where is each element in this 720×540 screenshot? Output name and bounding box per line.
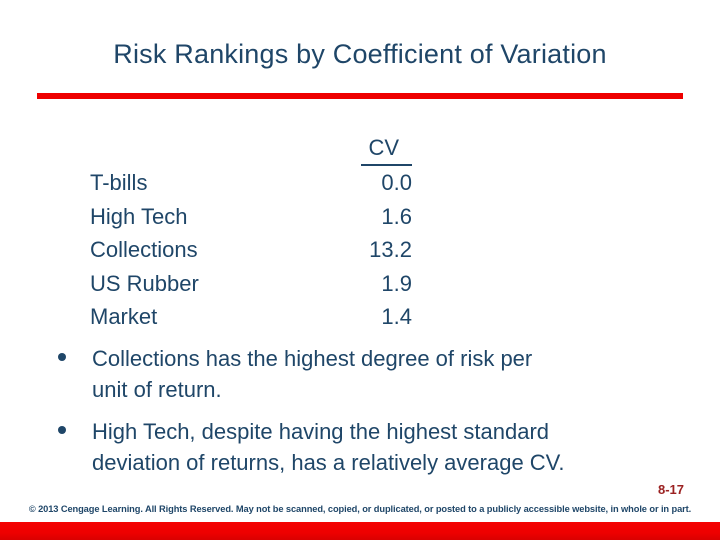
row-label: US Rubber: [90, 270, 199, 296]
bullet-item: Collections has the highest degree of ri…: [56, 344, 634, 405]
table-row: US Rubber 1.9: [90, 267, 412, 301]
table-row: T-bills 0.0: [90, 166, 412, 200]
row-value: 1.6: [381, 203, 412, 229]
cv-table: CV T-bills 0.0 High Tech 1.6 Collections…: [90, 133, 412, 334]
row-label: High Tech: [90, 203, 188, 229]
bullet-text: High Tech, despite having the highest st…: [92, 419, 565, 475]
cv-column-header: CV: [361, 133, 412, 166]
bullet-marker-icon: [58, 426, 66, 434]
table-row: Collections 13.2: [90, 233, 412, 267]
bullet-list: Collections has the highest degree of ri…: [56, 344, 634, 490]
bullet-text: Collections has the highest degree of ri…: [92, 346, 533, 402]
row-value: 1.9: [381, 270, 412, 296]
table-header-row: CV: [90, 133, 412, 166]
row-label: T-bills: [90, 170, 148, 195]
slide-title: Risk Rankings by Coefficient of Variatio…: [113, 39, 607, 69]
title-divider: [37, 93, 683, 99]
row-value: 0.0: [381, 170, 412, 195]
bullet-item: High Tech, despite having the highest st…: [56, 417, 634, 478]
row-value: 1.4: [381, 304, 412, 329]
row-label: Collections: [90, 237, 198, 262]
row-label: Market: [90, 304, 158, 329]
copyright-text: © 2013 Cengage Learning. All Rights Rese…: [28, 504, 692, 514]
table-row: Market 1.4: [90, 300, 412, 334]
bottom-accent-bar: [0, 522, 720, 540]
row-value: 13.2: [369, 237, 412, 262]
page-number: 8-17: [657, 482, 684, 497]
table-row: High Tech 1.6: [90, 200, 412, 234]
bullet-marker-icon: [58, 353, 66, 361]
